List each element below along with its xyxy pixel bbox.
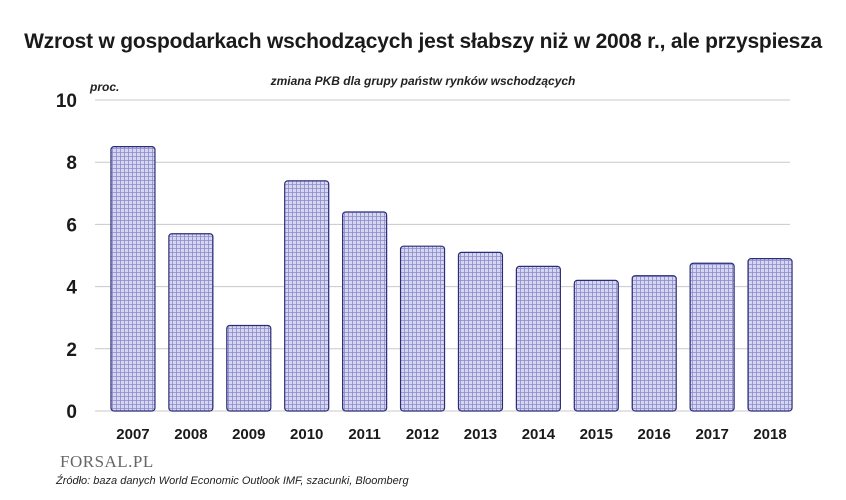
bar-2018 (747, 258, 793, 412)
bar-2011 (342, 211, 388, 412)
bar-2014 (515, 265, 561, 412)
bar-2012 (399, 245, 446, 412)
x-tick-label: 2009 (232, 426, 265, 443)
bar-2008 (168, 233, 214, 412)
x-tick-label: 2012 (406, 426, 439, 443)
bar-2010 (284, 180, 330, 412)
chart-subtitle: zmiana PKB dla grupy państw rynków wscho… (270, 74, 576, 88)
y-tick-label: 8 (66, 153, 77, 174)
forsal-logo: FORSAL.PL (60, 452, 154, 471)
x-tick-label: 2017 (695, 426, 728, 443)
source-note: Źródło: baza danych World Economic Outlo… (56, 475, 409, 487)
bar-2016 (631, 275, 677, 412)
y-tick-label: 4 (66, 278, 77, 299)
bar-2007 (110, 146, 156, 412)
x-axis-ticks: 2007 2008 2009 2010 2011 2012 2013 2014 2015 2016… (116, 426, 786, 443)
y-axis-unit-label: proc. (90, 80, 120, 94)
x-tick-label: 2014 (522, 426, 556, 443)
bar-2013 (457, 251, 504, 412)
y-tick-label: 10 (56, 91, 77, 112)
bar-2009 (226, 324, 272, 412)
x-tick-label: 2015 (580, 426, 613, 443)
bars (110, 146, 793, 412)
bar-2017 (689, 262, 735, 412)
y-tick-label: 6 (66, 215, 77, 236)
x-tick-label: 2016 (638, 426, 671, 443)
bar-2015 (573, 279, 619, 412)
x-tick-label: 2008 (174, 426, 207, 443)
x-tick-label: 2011 (348, 426, 381, 443)
y-tick-label: 0 (66, 402, 77, 423)
chart-title: Wzrost w gospodarkach wschodzących jest … (24, 30, 822, 53)
x-tick-label: 2018 (753, 426, 786, 443)
y-tick-label: 2 (66, 340, 77, 361)
y-axis-ticks: 0 2 4 6 8 10 (56, 91, 78, 423)
x-tick-label: 2013 (464, 426, 497, 443)
x-tick-label: 2007 (116, 426, 149, 443)
x-tick-label: 2010 (290, 426, 323, 443)
